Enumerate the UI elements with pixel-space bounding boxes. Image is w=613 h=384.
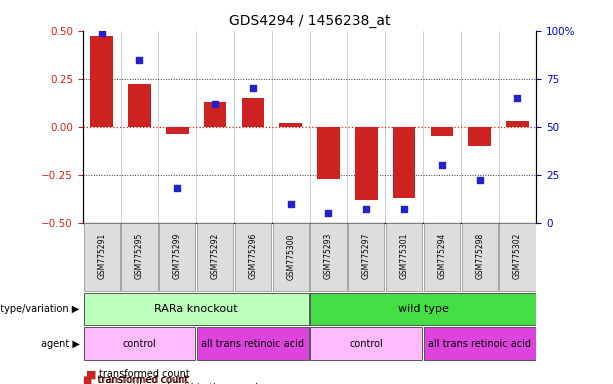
Text: GSM775293: GSM775293 xyxy=(324,233,333,280)
Point xyxy=(286,200,295,207)
Text: GSM775298: GSM775298 xyxy=(475,233,484,279)
Text: GSM775299: GSM775299 xyxy=(173,233,182,280)
Text: GSM775302: GSM775302 xyxy=(513,233,522,280)
Text: percentile rank within the sample: percentile rank within the sample xyxy=(99,383,264,384)
Text: GSM775292: GSM775292 xyxy=(210,233,219,279)
Text: transformed count: transformed count xyxy=(88,375,188,384)
Bar xyxy=(506,121,529,127)
Text: GSM775300: GSM775300 xyxy=(286,233,295,280)
Bar xyxy=(355,127,378,200)
FancyBboxPatch shape xyxy=(83,223,120,291)
Text: GSM775294: GSM775294 xyxy=(437,233,446,280)
Point xyxy=(437,162,447,168)
Text: genotype/variation ▶: genotype/variation ▶ xyxy=(0,304,80,314)
Bar xyxy=(128,84,151,127)
Title: GDS4294 / 1456238_at: GDS4294 / 1456238_at xyxy=(229,14,390,28)
Bar xyxy=(166,127,189,134)
FancyBboxPatch shape xyxy=(235,223,271,291)
FancyBboxPatch shape xyxy=(348,223,384,291)
Text: ■  transformed count: ■ transformed count xyxy=(83,375,189,384)
Bar xyxy=(393,127,416,198)
Text: GSM775295: GSM775295 xyxy=(135,233,144,280)
Text: ■: ■ xyxy=(86,383,96,384)
Bar xyxy=(280,123,302,127)
Bar xyxy=(317,127,340,179)
Text: all trans retinoic acid: all trans retinoic acid xyxy=(201,339,305,349)
Bar xyxy=(468,127,491,146)
Text: control: control xyxy=(349,339,383,349)
Text: all trans retinoic acid: all trans retinoic acid xyxy=(428,339,531,349)
Point xyxy=(475,177,485,184)
FancyBboxPatch shape xyxy=(273,223,309,291)
Point xyxy=(324,210,333,216)
Point xyxy=(134,56,145,63)
Point xyxy=(399,206,409,212)
FancyBboxPatch shape xyxy=(197,223,233,291)
FancyBboxPatch shape xyxy=(424,223,460,291)
FancyBboxPatch shape xyxy=(197,328,309,360)
Bar xyxy=(204,102,226,127)
FancyBboxPatch shape xyxy=(159,223,196,291)
FancyBboxPatch shape xyxy=(462,223,498,291)
Text: agent ▶: agent ▶ xyxy=(41,339,80,349)
Point xyxy=(361,206,371,212)
FancyBboxPatch shape xyxy=(310,223,346,291)
Point xyxy=(210,101,220,107)
Text: GSM775301: GSM775301 xyxy=(400,233,409,280)
Text: wild type: wild type xyxy=(398,304,448,314)
FancyBboxPatch shape xyxy=(310,328,422,360)
Text: GSM775291: GSM775291 xyxy=(97,233,106,279)
Text: GSM775296: GSM775296 xyxy=(248,233,257,280)
Point xyxy=(97,30,107,36)
FancyBboxPatch shape xyxy=(83,328,196,360)
FancyBboxPatch shape xyxy=(310,293,536,325)
Point xyxy=(172,185,182,191)
Text: GSM775297: GSM775297 xyxy=(362,233,371,280)
Text: ■: ■ xyxy=(86,369,96,379)
Bar xyxy=(242,98,264,127)
Point xyxy=(512,95,522,101)
Text: control: control xyxy=(123,339,156,349)
Bar xyxy=(90,36,113,127)
FancyBboxPatch shape xyxy=(83,293,309,325)
Bar xyxy=(430,127,453,136)
FancyBboxPatch shape xyxy=(121,223,158,291)
FancyBboxPatch shape xyxy=(386,223,422,291)
Text: RARa knockout: RARa knockout xyxy=(154,304,238,314)
Text: transformed count: transformed count xyxy=(99,369,190,379)
Point xyxy=(248,85,257,91)
FancyBboxPatch shape xyxy=(500,223,536,291)
FancyBboxPatch shape xyxy=(424,328,536,360)
